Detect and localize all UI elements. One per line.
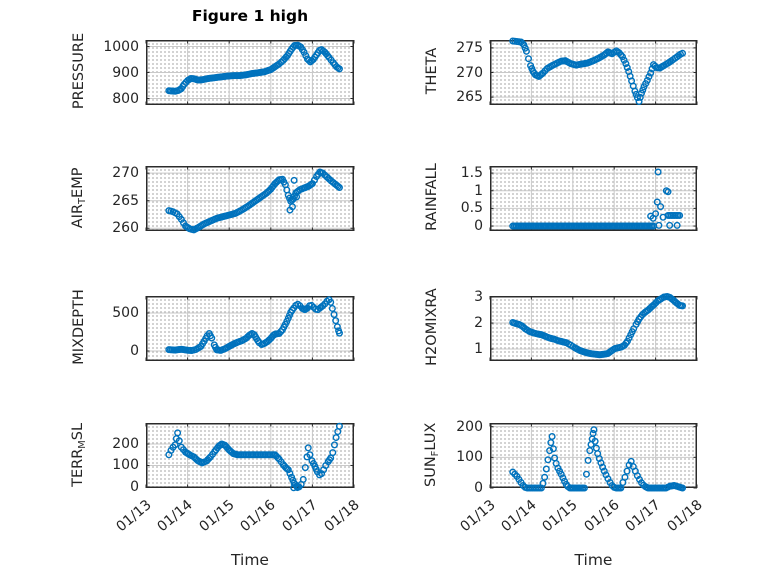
series-markers xyxy=(509,426,687,492)
tick-marks xyxy=(489,166,698,231)
series-markers xyxy=(165,41,343,95)
y-tick-label: 275 xyxy=(456,39,483,56)
plot-area-h2omixra xyxy=(489,293,698,361)
major-gridlines xyxy=(146,166,354,231)
y-tick-label: 1.5 xyxy=(460,165,483,182)
x-tick-label: 01/13 xyxy=(113,497,155,536)
x-axis-label-left: Time xyxy=(231,551,269,569)
subplot-terr-msl xyxy=(145,422,355,492)
plot-area-air-temp xyxy=(145,166,355,234)
ylabel-text: SUN xyxy=(423,455,440,487)
subplot-pressure xyxy=(145,40,355,105)
ylabel-subscript: T xyxy=(76,197,88,204)
y-tick-label: 2 xyxy=(474,315,483,332)
y-tick-label: 270 xyxy=(112,165,139,182)
plot-area-pressure xyxy=(145,40,355,105)
y-tick-label: 900 xyxy=(112,64,139,81)
ylabel-text: THETA xyxy=(424,47,440,94)
y-tick-label: 0.5 xyxy=(460,200,483,217)
plot-area-theta xyxy=(489,37,698,106)
ylabel-subscript: F xyxy=(429,450,441,456)
x-tick-label: 01/16 xyxy=(581,497,623,536)
series-markers xyxy=(165,296,343,355)
ylabel-text: TERR xyxy=(70,448,87,487)
subplot-mixdepth xyxy=(145,296,355,361)
y-tick-label: 100 xyxy=(112,457,139,474)
subplot-h2omixra xyxy=(489,293,698,361)
y-tick-label: 265 xyxy=(112,192,139,209)
tick-marks xyxy=(145,296,355,361)
tick-marks xyxy=(145,40,355,105)
x-tick-label: 01/18 xyxy=(321,497,363,536)
subplot-theta xyxy=(489,37,698,106)
y-tick-label: 0 xyxy=(474,480,483,496)
x-tick-label: 01/18 xyxy=(664,497,706,536)
y-tick-label: 0 xyxy=(130,342,139,359)
x-tick-label: 01/14 xyxy=(498,497,540,536)
plot-area-sun-flux xyxy=(489,423,698,492)
y-tick-label: 200 xyxy=(456,418,483,435)
y-tick-label: 200 xyxy=(112,436,139,453)
plot-area-mixdepth xyxy=(145,296,355,361)
tick-marks xyxy=(489,40,698,105)
ylabel-text: SL xyxy=(70,422,87,440)
series-markers xyxy=(509,293,687,359)
y-tick-label: 800 xyxy=(112,90,139,107)
ylabel-text: EMP xyxy=(70,167,87,198)
ylabel-text: AIR xyxy=(70,203,87,228)
y-tick-label: 500 xyxy=(112,305,139,321)
y-tick-label: 265 xyxy=(456,89,483,106)
ylabel-text: H2OMIXRA xyxy=(424,287,440,366)
ylabel-subscript: M xyxy=(76,439,88,449)
subplot-sun-flux xyxy=(489,423,698,492)
x-tick-label: 01/15 xyxy=(196,497,238,536)
ylabel-text: LUX xyxy=(423,422,440,451)
y-tick-label: 1000 xyxy=(103,38,139,55)
ylabel-sun-flux: SUNFLUX xyxy=(423,374,441,534)
x-axis-label-right: Time xyxy=(574,551,613,569)
x-tick-label: 01/15 xyxy=(539,497,582,536)
y-tick-label: 260 xyxy=(112,220,139,237)
y-tick-label: 100 xyxy=(456,449,483,466)
x-tick-label: 01/17 xyxy=(279,497,321,536)
x-tick-label: 01/17 xyxy=(622,497,664,536)
x-tick-label: 01/14 xyxy=(154,497,196,536)
plot-area-terr-msl xyxy=(145,422,355,492)
tick-marks xyxy=(145,423,355,488)
series-markers xyxy=(509,168,684,230)
plot-area-rainfall xyxy=(489,166,698,231)
series-markers xyxy=(165,422,343,492)
ylabel-text: PRESSURE xyxy=(71,32,87,109)
y-tick-label: 0 xyxy=(130,478,139,495)
y-tick-label: 1 xyxy=(474,182,483,199)
subplot-rainfall xyxy=(489,166,698,231)
y-tick-label: 1 xyxy=(474,341,483,358)
y-tick-label: 270 xyxy=(456,64,483,81)
major-gridlines xyxy=(490,40,697,105)
ylabel-text: RAINFALL xyxy=(424,162,440,231)
y-tick-label: 3 xyxy=(474,289,483,306)
series-markers xyxy=(165,168,343,234)
tick-marks xyxy=(145,166,355,231)
ylabel-text: MIXDEPTH xyxy=(71,288,87,365)
major-gridlines xyxy=(490,296,697,361)
tick-marks xyxy=(489,296,698,361)
x-tick-label: 01/13 xyxy=(457,497,499,536)
series-markers xyxy=(509,37,687,106)
y-tick-label: 0 xyxy=(474,218,483,235)
ylabel-terr-msl: TERRMSL xyxy=(70,374,88,534)
subplot-air-temp xyxy=(145,166,355,234)
major-gridlines xyxy=(490,166,697,231)
x-tick-label: 01/16 xyxy=(237,497,280,536)
figure-title: Figure 1 high xyxy=(191,7,309,25)
